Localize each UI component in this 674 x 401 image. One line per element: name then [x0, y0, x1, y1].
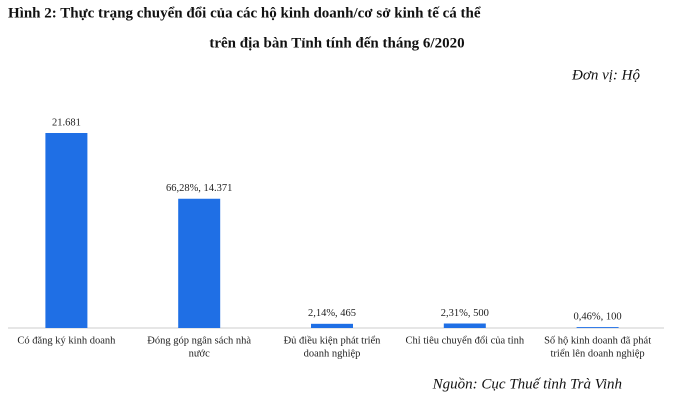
value-label: 0,46%, 100: [574, 312, 622, 323]
x-tick-label: doanh nghiệp: [304, 348, 361, 359]
x-tick-label: Đủ điều kiện phát triển: [284, 335, 382, 346]
bar: [178, 198, 221, 328]
x-tick-label: nước: [189, 348, 210, 359]
bar: [443, 323, 486, 328]
x-tick-label: Chỉ tiêu chuyển đổi của tỉnh: [405, 335, 524, 346]
value-label: 21.681: [52, 117, 81, 128]
x-tick-label: Đóng góp ngân sách nhà: [147, 335, 251, 346]
x-tick-label: triển lên doanh nghiệp: [551, 348, 645, 359]
chart-title: Hình 2: Thực trạng chuyển đổi của các hộ…: [8, 5, 481, 21]
source-note: Nguồn: Cục Thuế tỉnh Trà Vinh: [432, 376, 622, 392]
value-label: 66,28%, 14.371: [166, 183, 233, 194]
value-label: 2,31%, 500: [441, 308, 489, 319]
bar: [45, 133, 88, 328]
bar: [311, 323, 353, 328]
chart-title: trên địa bàn Tỉnh tính đến tháng 6/2020: [209, 35, 464, 51]
unit-note: Đơn vị: Hộ: [571, 67, 640, 83]
x-tick-label: Số hộ kinh doanh đã phát: [544, 335, 651, 346]
x-tick-label: Có đăng ký kinh doanh: [17, 335, 116, 346]
value-label: 2,14%, 465: [308, 308, 356, 319]
bar: [576, 327, 619, 328]
